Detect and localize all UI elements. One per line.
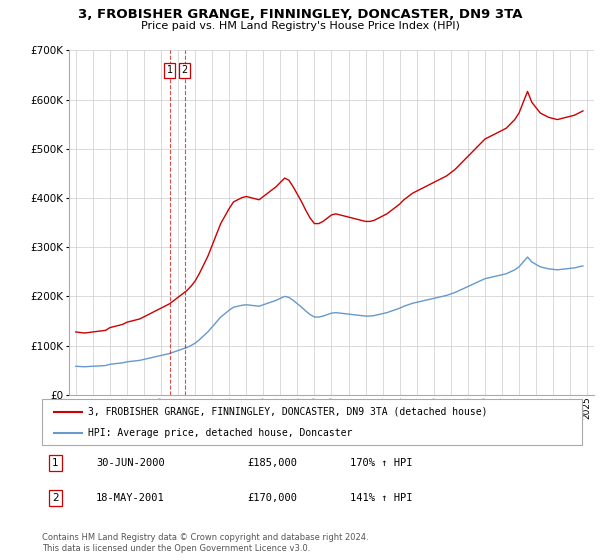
Text: HPI: Average price, detached house, Doncaster: HPI: Average price, detached house, Donc… — [88, 428, 352, 438]
FancyBboxPatch shape — [42, 399, 582, 445]
Text: 1: 1 — [52, 458, 59, 468]
Text: 1: 1 — [167, 65, 173, 75]
Text: 30-JUN-2000: 30-JUN-2000 — [96, 458, 165, 468]
Text: 18-MAY-2001: 18-MAY-2001 — [96, 493, 165, 503]
Text: 3, FROBISHER GRANGE, FINNINGLEY, DONCASTER, DN9 3TA: 3, FROBISHER GRANGE, FINNINGLEY, DONCAST… — [78, 8, 522, 21]
Text: 3, FROBISHER GRANGE, FINNINGLEY, DONCASTER, DN9 3TA (detached house): 3, FROBISHER GRANGE, FINNINGLEY, DONCAST… — [88, 407, 487, 417]
Text: Price paid vs. HM Land Registry's House Price Index (HPI): Price paid vs. HM Land Registry's House … — [140, 21, 460, 31]
Text: 141% ↑ HPI: 141% ↑ HPI — [350, 493, 412, 503]
Text: Contains HM Land Registry data © Crown copyright and database right 2024.
This d: Contains HM Land Registry data © Crown c… — [42, 533, 368, 553]
Text: 2: 2 — [181, 65, 188, 75]
Text: 2: 2 — [52, 493, 59, 503]
Text: £185,000: £185,000 — [247, 458, 297, 468]
Text: 170% ↑ HPI: 170% ↑ HPI — [350, 458, 412, 468]
Text: £170,000: £170,000 — [247, 493, 297, 503]
